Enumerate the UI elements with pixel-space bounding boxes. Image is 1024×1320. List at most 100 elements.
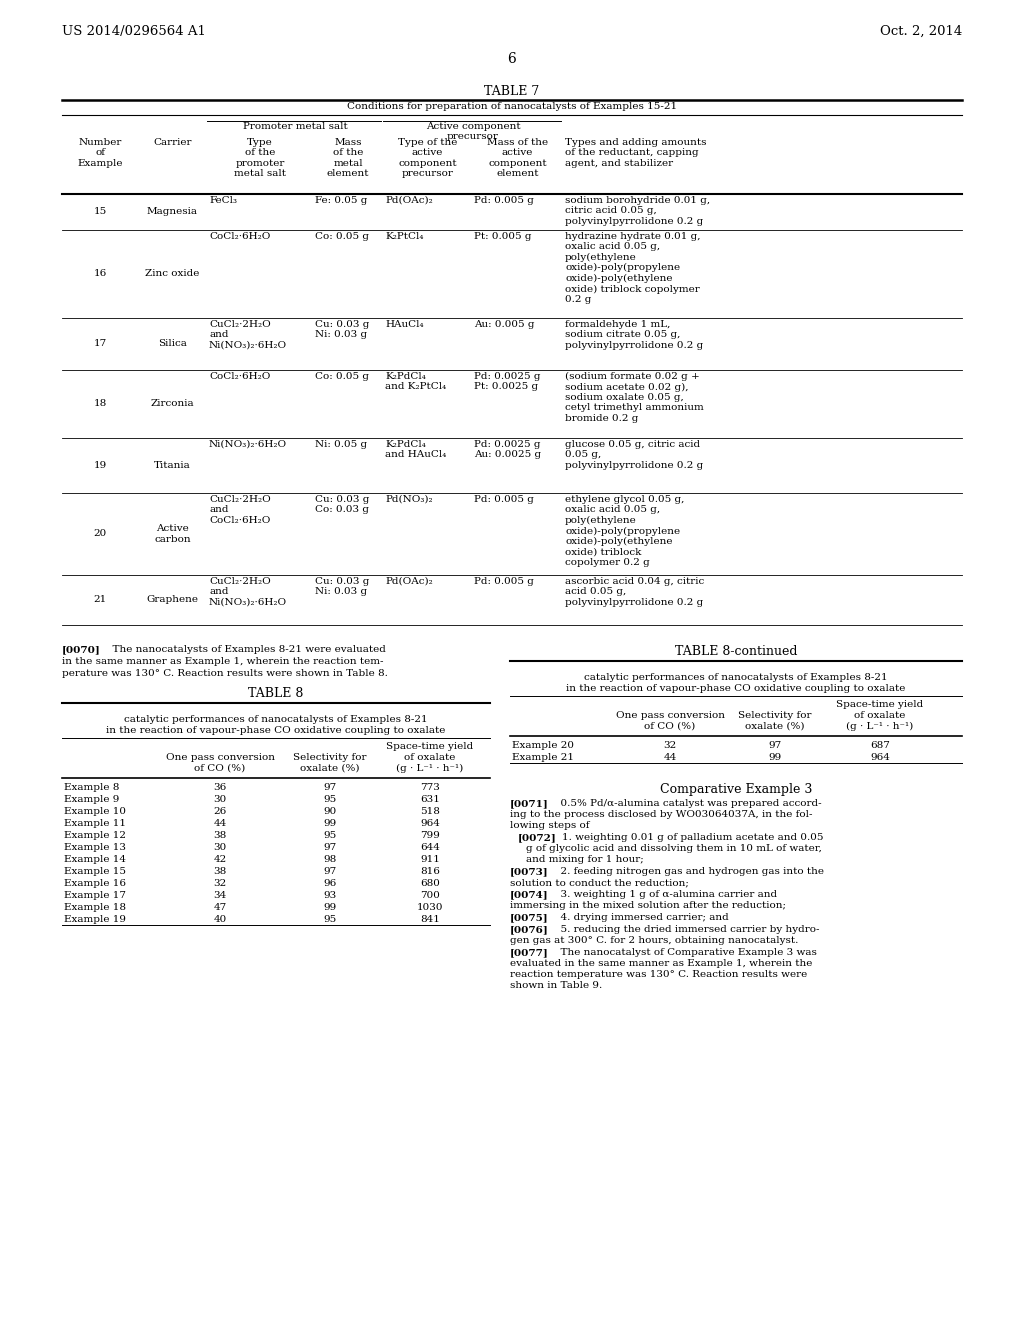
Text: CuCl₂·2H₂O
and
Ni(NO₃)₂·6H₂O: CuCl₂·2H₂O and Ni(NO₃)₂·6H₂O: [209, 577, 287, 607]
Text: HAuCl₄: HAuCl₄: [385, 319, 424, 329]
Text: 911: 911: [420, 855, 440, 865]
Text: [0076]: [0076]: [510, 925, 549, 935]
Text: K₂PdCl₄
and HAuCl₄: K₂PdCl₄ and HAuCl₄: [385, 440, 446, 459]
Text: (g · L⁻¹ · h⁻¹): (g · L⁻¹ · h⁻¹): [396, 764, 464, 774]
Text: 4. drying immersed carrier; and: 4. drying immersed carrier; and: [554, 913, 729, 921]
Text: 97: 97: [324, 867, 337, 876]
Text: 687: 687: [870, 741, 890, 750]
Text: Example 19: Example 19: [63, 915, 126, 924]
Text: ing to the process disclosed by WO03064037A, in the fol-: ing to the process disclosed by WO030640…: [510, 810, 812, 818]
Text: Zinc oxide: Zinc oxide: [145, 269, 200, 279]
Text: Example 13: Example 13: [63, 843, 126, 851]
Text: 644: 644: [420, 843, 440, 851]
Text: sodium borohydride 0.01 g,
citric acid 0.05 g,
polyvinylpyrrolidone 0.2 g: sodium borohydride 0.01 g, citric acid 0…: [565, 195, 710, 226]
Text: TABLE 8: TABLE 8: [248, 686, 304, 700]
Text: 964: 964: [420, 818, 440, 828]
Text: Number
of
Example: Number of Example: [77, 139, 123, 168]
Text: CoCl₂·6H₂O: CoCl₂·6H₂O: [209, 232, 270, 242]
Text: Mass of the
active
component
element: Mass of the active component element: [487, 139, 548, 178]
Text: 47: 47: [213, 903, 226, 912]
Text: Mass
of the
metal
element: Mass of the metal element: [327, 139, 370, 178]
Text: Example 17: Example 17: [63, 891, 126, 900]
Text: Pt: 0.005 g: Pt: 0.005 g: [474, 232, 531, 242]
Text: Pd(NO₃)₂: Pd(NO₃)₂: [385, 495, 432, 504]
Text: 15: 15: [93, 207, 106, 216]
Text: 16: 16: [93, 269, 106, 279]
Text: (g · L⁻¹ · h⁻¹): (g · L⁻¹ · h⁻¹): [847, 722, 913, 731]
Text: [0074]: [0074]: [510, 890, 549, 899]
Text: Example 18: Example 18: [63, 903, 126, 912]
Text: 17: 17: [93, 339, 106, 348]
Text: 1030: 1030: [417, 903, 443, 912]
Text: 97: 97: [768, 741, 781, 750]
Text: Co: 0.05 g: Co: 0.05 g: [315, 372, 369, 381]
Text: Types and adding amounts
of the reductant, capping
agent, and stabilizer: Types and adding amounts of the reductan…: [565, 139, 707, 168]
Text: Selectivity for: Selectivity for: [293, 752, 367, 762]
Text: The nanocatalysts of Examples 8-21 were evaluated: The nanocatalysts of Examples 8-21 were …: [106, 645, 386, 653]
Text: [0072]: [0072]: [518, 833, 557, 842]
Text: Example 10: Example 10: [63, 807, 126, 816]
Text: immersing in the mixed solution after the reduction;: immersing in the mixed solution after th…: [510, 902, 786, 909]
Text: 816: 816: [420, 867, 440, 876]
Text: oxalate (%): oxalate (%): [300, 764, 359, 774]
Text: 799: 799: [420, 832, 440, 840]
Text: Example 15: Example 15: [63, 867, 126, 876]
Text: Pd: 0.005 g: Pd: 0.005 g: [474, 495, 534, 504]
Text: of CO (%): of CO (%): [195, 764, 246, 774]
Text: 20: 20: [93, 529, 106, 539]
Text: One pass conversion: One pass conversion: [615, 711, 725, 719]
Text: 30: 30: [213, 843, 226, 851]
Text: 21: 21: [93, 595, 106, 605]
Text: 99: 99: [324, 818, 337, 828]
Text: One pass conversion: One pass conversion: [166, 752, 274, 762]
Text: in the reaction of vapour-phase CO oxidative coupling to oxalate: in the reaction of vapour-phase CO oxida…: [106, 726, 445, 735]
Text: Pd(OAc)₂: Pd(OAc)₂: [385, 195, 433, 205]
Text: in the reaction of vapour-phase CO oxidative coupling to oxalate: in the reaction of vapour-phase CO oxida…: [566, 684, 905, 693]
Text: [0071]: [0071]: [510, 799, 549, 808]
Text: Pd: 0.005 g: Pd: 0.005 g: [474, 577, 534, 586]
Text: Selectivity for: Selectivity for: [738, 711, 812, 719]
Text: 773: 773: [420, 783, 440, 792]
Text: 36: 36: [213, 783, 226, 792]
Text: 2. feeding nitrogen gas and hydrogen gas into the: 2. feeding nitrogen gas and hydrogen gas…: [554, 867, 824, 876]
Text: Magnesia: Magnesia: [147, 207, 198, 216]
Text: catalytic performances of nanocatalysts of Examples 8-21: catalytic performances of nanocatalysts …: [124, 715, 428, 723]
Text: 6: 6: [508, 51, 516, 66]
Text: Ni: 0.05 g: Ni: 0.05 g: [315, 440, 368, 449]
Text: ascorbic acid 0.04 g, citric
acid 0.05 g,
polyvinylpyrrolidone 0.2 g: ascorbic acid 0.04 g, citric acid 0.05 g…: [565, 577, 705, 607]
Text: Silica: Silica: [158, 339, 187, 348]
Text: 90: 90: [324, 807, 337, 816]
Text: 44: 44: [664, 752, 677, 762]
Text: 98: 98: [324, 855, 337, 865]
Text: CuCl₂·2H₂O
and
CoCl₂·6H₂O: CuCl₂·2H₂O and CoCl₂·6H₂O: [209, 495, 270, 525]
Text: TABLE 7: TABLE 7: [484, 84, 540, 98]
Text: reaction temperature was 130° C. Reaction results were: reaction temperature was 130° C. Reactio…: [510, 970, 807, 979]
Text: 95: 95: [324, 795, 337, 804]
Text: in the same manner as Example 1, wherein the reaction tem-: in the same manner as Example 1, wherein…: [62, 657, 384, 667]
Text: of oxalate: of oxalate: [404, 752, 456, 762]
Text: Conditions for preparation of nanocatalysts of Examples 15-21: Conditions for preparation of nanocataly…: [347, 102, 677, 111]
Text: (sodium formate 0.02 g +
sodium acetate 0.02 g),
sodium oxalate 0.05 g,
cetyl tr: (sodium formate 0.02 g + sodium acetate …: [565, 372, 703, 422]
Text: of oxalate: of oxalate: [854, 711, 905, 719]
Text: FeCl₃: FeCl₃: [209, 195, 237, 205]
Text: Type of the
active
component
precursor: Type of the active component precursor: [397, 139, 457, 178]
Text: g of glycolic acid and dissolving them in 10 mL of water,: g of glycolic acid and dissolving them i…: [526, 843, 822, 853]
Text: Au: 0.005 g: Au: 0.005 g: [474, 319, 535, 329]
Text: solution to conduct the reduction;: solution to conduct the reduction;: [510, 878, 689, 887]
Text: hydrazine hydrate 0.01 g,
oxalic acid 0.05 g,
poly(ethylene
oxide)-poly(propylen: hydrazine hydrate 0.01 g, oxalic acid 0.…: [565, 232, 700, 304]
Text: Co: 0.05 g: Co: 0.05 g: [315, 232, 369, 242]
Text: formaldehyde 1 mL,
sodium citrate 0.05 g,
polyvinylpyrrolidone 0.2 g: formaldehyde 1 mL, sodium citrate 0.05 g…: [565, 319, 703, 350]
Text: Type
of the
promoter
metal salt: Type of the promoter metal salt: [234, 139, 286, 178]
Text: perature was 130° C. Reaction results were shown in Table 8.: perature was 130° C. Reaction results we…: [62, 669, 388, 678]
Text: CuCl₂·2H₂O
and
Ni(NO₃)₂·6H₂O: CuCl₂·2H₂O and Ni(NO₃)₂·6H₂O: [209, 319, 287, 350]
Text: 964: 964: [870, 752, 890, 762]
Text: of CO (%): of CO (%): [644, 722, 695, 731]
Text: 99: 99: [768, 752, 781, 762]
Text: Example 8: Example 8: [63, 783, 120, 792]
Text: [0075]: [0075]: [510, 913, 549, 921]
Text: [0073]: [0073]: [510, 867, 549, 876]
Text: 38: 38: [213, 867, 226, 876]
Text: Active
carbon: Active carbon: [155, 524, 190, 544]
Text: 97: 97: [324, 783, 337, 792]
Text: Cu: 0.03 g
Co: 0.03 g: Cu: 0.03 g Co: 0.03 g: [315, 495, 370, 515]
